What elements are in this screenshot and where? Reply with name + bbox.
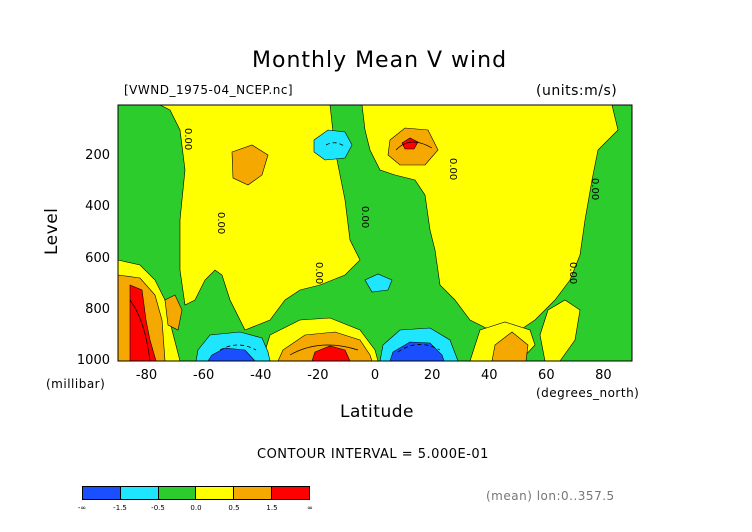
colorbar-tick-label: ∞ (307, 504, 313, 512)
blue-region-south-west (207, 347, 256, 361)
positive-region-east-lower (539, 299, 581, 361)
x-tick-label: 20 (423, 368, 441, 383)
footer-label: (mean) lon:0..357.5 (486, 489, 615, 503)
x-tick-label: 60 (538, 368, 555, 383)
colorbar-tick-label: -1.5 (113, 504, 127, 512)
units-label: (units:m/s) (536, 83, 618, 99)
y-unit-label: (millibar) (46, 377, 106, 391)
chart-title: Monthly Mean V wind (252, 48, 508, 73)
colorbar-tick-label: -0.5 (151, 504, 165, 512)
cyan-region-north (313, 129, 353, 161)
negative-contour-south-west (219, 344, 257, 351)
red-region-north (401, 137, 419, 150)
colorbar (82, 486, 310, 500)
negative-contour-north (325, 142, 345, 147)
contour-value-label: 0.00 (313, 262, 324, 284)
x-tick-label: 0 (370, 368, 380, 383)
positive-contour-southwest (129, 299, 151, 361)
colorbar-swatch (196, 487, 235, 499)
positive-contour-north (395, 141, 433, 151)
colorbar-tick-label: -∞ (77, 504, 87, 512)
y-tick-label: 200 (85, 148, 110, 164)
contour-labels: 0.00 0.00 0.00 0.00 0.00 0.00 0.00 (182, 128, 600, 284)
orange-region-southwest-small (164, 294, 183, 331)
contour-value-label: 0.00 (567, 262, 578, 284)
contour-value-label: 0.00 (447, 158, 458, 180)
x-axis-title: Latitude (340, 402, 414, 422)
contour-value-label: 0.00 (182, 128, 193, 150)
red-region-south-center (311, 345, 351, 361)
x-tick-label: -40 (250, 368, 272, 383)
x-tick-label: -80 (135, 368, 158, 383)
colorbar-swatch (272, 487, 309, 499)
x-tick-label: -60 (193, 368, 215, 383)
x-tick-label: 80 (595, 368, 612, 383)
negative-contour-south-center (397, 344, 441, 353)
colorbar-swatch (158, 487, 197, 499)
y-axis-title: Level (42, 207, 62, 255)
colorbar-tick-label: 0.5 (228, 504, 240, 512)
y-tick-label: 1000 (76, 353, 110, 368)
y-tick-label: 600 (85, 250, 110, 266)
positive-region-main (159, 105, 361, 331)
x-tick-label: -20 (307, 368, 329, 383)
y-tick-label: 400 (85, 199, 110, 215)
x-tick-label: 40 (480, 368, 498, 383)
plot-area (118, 105, 632, 361)
y-tick-label: 800 (85, 301, 110, 317)
blue-region-south-center (389, 341, 445, 361)
orange-region-north-west (231, 144, 269, 186)
colorbar-tick-label: 1.5 (266, 504, 278, 512)
colorbar-swatch (234, 487, 273, 499)
colorbar-tick-label: 0.0 (190, 504, 202, 512)
contour-interval-label: CONTOUR INTERVAL = 5.000E-01 (257, 447, 489, 462)
colorbar-swatch (83, 487, 121, 499)
cyan-region-mid (364, 273, 393, 293)
contour-value-label: 0.00 (359, 206, 370, 228)
plot-frame (117, 104, 633, 362)
colorbar-swatch (120, 487, 159, 499)
positive-contour-south-center (289, 344, 359, 356)
file-label: [VWND_1975-04_NCEP.nc] (124, 83, 294, 97)
contour-value-label: 0.00 (589, 178, 600, 200)
orange-region-south-center (277, 331, 373, 361)
red-region-southwest (129, 284, 157, 361)
orange-region-southeast (491, 331, 529, 361)
x-unit-label: (degrees_north) (536, 386, 640, 400)
contour-value-label: 0.00 (215, 212, 226, 234)
